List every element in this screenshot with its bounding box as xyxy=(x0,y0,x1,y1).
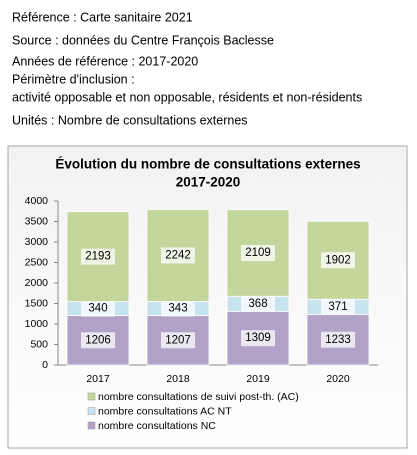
x-tick-label: 2017 xyxy=(86,373,110,385)
y-tick-label: 2500 xyxy=(25,256,49,268)
value-label: 1902 xyxy=(325,254,351,266)
header-line: Périmètre d'inclusion : xyxy=(12,72,135,86)
x-tick-label: 2018 xyxy=(166,373,190,385)
header-line: Référence : Carte sanitaire 2021 xyxy=(12,10,193,24)
label-box xyxy=(161,247,195,264)
y-tick-label: 0 xyxy=(42,359,48,371)
label-box xyxy=(321,331,355,348)
y-tick-label: 3500 xyxy=(25,215,49,227)
header-line: activité opposable et non opposable, rés… xyxy=(12,90,362,104)
label-box xyxy=(321,298,355,315)
value-label: 2242 xyxy=(165,250,191,262)
value-label: 2193 xyxy=(85,251,111,263)
label-box xyxy=(161,300,195,317)
label-box xyxy=(241,245,275,262)
value-label: 1233 xyxy=(325,334,351,346)
y-tick-label: 3000 xyxy=(25,236,49,248)
y-tick-label: 4000 xyxy=(25,195,49,207)
legend-swatch xyxy=(87,421,96,430)
value-label: 2109 xyxy=(245,247,271,259)
value-label: 371 xyxy=(328,301,347,313)
label-box xyxy=(161,332,195,349)
label-box xyxy=(81,332,115,349)
y-tick-label: 1000 xyxy=(25,318,49,330)
label-box xyxy=(81,248,115,265)
value-label: 1206 xyxy=(85,334,111,346)
x-tick-label: 2019 xyxy=(246,373,270,385)
legend-label: nombre consultations NC xyxy=(98,420,216,432)
legend-swatch xyxy=(87,392,96,401)
value-label: 368 xyxy=(248,298,267,310)
y-tick-label: 500 xyxy=(30,338,48,350)
x-tick-label: 2020 xyxy=(326,373,350,385)
y-tick-label: 1500 xyxy=(25,297,49,309)
value-label: 1309 xyxy=(245,332,271,344)
value-label: 1207 xyxy=(165,334,191,346)
label-box xyxy=(241,295,275,312)
value-label: 340 xyxy=(88,303,107,315)
label-box xyxy=(241,330,275,347)
value-label: 343 xyxy=(168,303,187,315)
legend-label: nombre consultations de suivi post-th. (… xyxy=(98,391,299,403)
legend-swatch xyxy=(87,407,96,415)
label-box xyxy=(321,252,355,269)
y-tick-label: 2000 xyxy=(25,277,49,289)
header-line: Années de référence : 2017-2020 xyxy=(12,54,198,68)
header-line: Source : données du Centre François Bacl… xyxy=(12,33,274,47)
chart-subtitle: 2017-2020 xyxy=(176,175,241,190)
chart-title: Évolution du nombre de consultations ext… xyxy=(55,157,360,172)
legend-label: nombre consultations AC NT xyxy=(98,405,232,417)
bar-segment xyxy=(146,209,210,302)
header-line: Unités : Nombre de consultations externe… xyxy=(12,113,248,127)
label-box xyxy=(81,300,115,317)
